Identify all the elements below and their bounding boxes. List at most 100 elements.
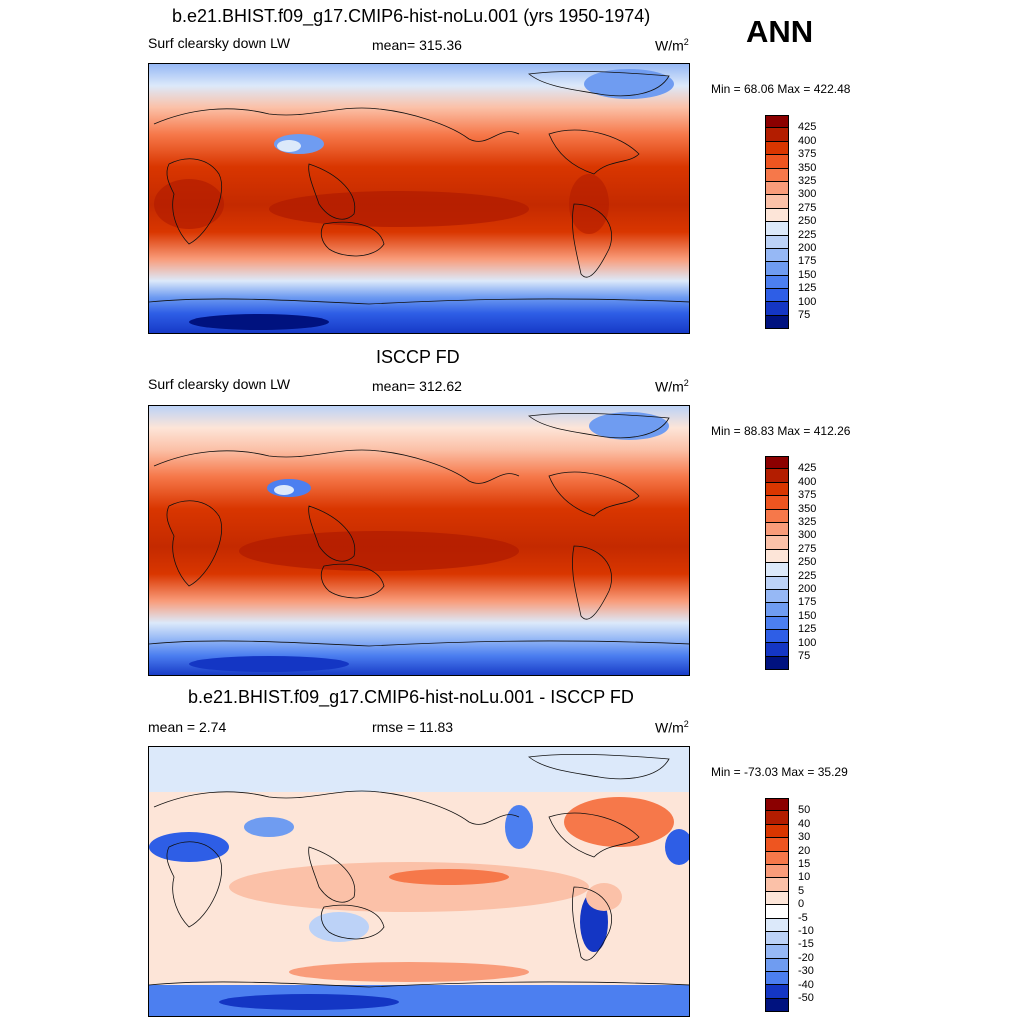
colorbar-tick-label: 375: [798, 148, 817, 161]
colorbar-segment: [765, 141, 789, 156]
panel1-variable-label: Surf clearsky down LW: [148, 35, 291, 51]
colorbar-tick-label: 200: [798, 242, 817, 254]
colorbar-segment: [765, 302, 789, 316]
colorbar-tick-label: 15: [798, 858, 811, 870]
colorbar-segment: [765, 262, 789, 276]
colorbar-segment: [765, 549, 789, 564]
colorbar-tick-label: 400: [798, 134, 817, 147]
colorbar-segment: [765, 905, 789, 919]
colorbar-tick-label: 175: [798, 596, 817, 609]
colorbar-segment: [765, 838, 789, 852]
colorbar-tick-label: 125: [798, 282, 817, 295]
panel3-map-field: [149, 747, 689, 1016]
colorbar-segment: [765, 998, 789, 1013]
panel3-mean-label: mean = 2.74: [148, 719, 227, 735]
panel3-minmax: Min = -73.03 Max = 35.29: [711, 765, 848, 779]
colorbar-segment: [765, 208, 789, 223]
colorbar-segment: [765, 181, 789, 196]
colorbar-tick-label: 275: [798, 201, 817, 214]
colorbar-segment: [765, 851, 789, 865]
colorbar-tick-label: 125: [798, 623, 817, 636]
colorbar-segment: [765, 248, 789, 263]
colorbar-tick-label: 150: [798, 609, 817, 622]
colorbar-segment: [765, 656, 789, 671]
colorbar-segment: [765, 456, 789, 470]
colorbar-segment: [765, 235, 789, 249]
season-label: ANN: [746, 14, 814, 49]
panel2-units: W/m2: [655, 378, 689, 395]
colorbar-tick-label: 425: [798, 121, 817, 134]
colorbar-tick-label: 250: [798, 215, 817, 228]
colorbar-segment: [765, 616, 789, 631]
colorbar-segment: [765, 469, 789, 483]
colorbar-tick-label: 5: [798, 884, 805, 897]
colorbar-tick-label: -20: [798, 951, 814, 964]
colorbar-segment: [765, 563, 789, 577]
colorbar-segment: [765, 576, 789, 590]
colorbar-segment: [765, 798, 789, 812]
colorbar-segment: [765, 931, 789, 946]
colorbar-segment: [765, 589, 789, 604]
colorbar-tick-label: -15: [798, 938, 814, 951]
colorbar-tick-label: 50: [798, 804, 811, 817]
colorbar-tick-label: -5: [798, 911, 808, 924]
colorbar-segment: [765, 496, 789, 510]
colorbar-tick-label: 350: [798, 502, 817, 515]
colorbar-segment: [765, 878, 789, 892]
panel1-map-field: [149, 64, 689, 333]
colorbar-tick-label: 300: [798, 529, 817, 542]
colorbar-tick-label: 175: [798, 255, 817, 268]
colorbar-segment: [765, 195, 789, 209]
panel1-mean-label: mean= 315.36: [372, 37, 462, 53]
colorbar-segment: [765, 958, 789, 973]
colorbar-segment: [765, 222, 789, 236]
colorbar-tick-label: 75: [798, 309, 811, 321]
panel2-colorbar: [765, 456, 789, 671]
colorbar-tick-label: -10: [798, 925, 814, 937]
colorbar-segment: [765, 168, 789, 182]
panel2-map: [148, 405, 690, 676]
colorbar-segment: [765, 918, 789, 932]
panel3-rmse-label: rmse = 11.83: [372, 719, 454, 735]
colorbar-segment: [765, 891, 789, 906]
panel3-units: W/m2: [655, 719, 689, 736]
colorbar-tick-label: 30: [798, 831, 811, 844]
colorbar-tick-label: 350: [798, 161, 817, 174]
colorbar-segment: [765, 115, 789, 129]
panel2-minmax: Min = 88.83 Max = 412.26: [711, 424, 851, 438]
colorbar-tick-label: -30: [798, 965, 814, 978]
colorbar-segment: [765, 824, 789, 839]
colorbar-tick-label: 225: [798, 228, 817, 241]
colorbar-tick-label: 150: [798, 268, 817, 281]
colorbar-segment: [765, 289, 789, 303]
colorbar-segment: [765, 536, 789, 550]
panel1-minmax: Min = 68.06 Max = 422.48: [711, 82, 851, 96]
colorbar-segment: [765, 985, 789, 999]
colorbar-tick-label: 275: [798, 542, 817, 555]
colorbar-segment: [765, 315, 789, 330]
colorbar-tick-label: 425: [798, 462, 817, 475]
colorbar-tick-label: -50: [798, 992, 814, 1004]
colorbar-tick-label: 10: [798, 871, 811, 884]
panel1-map: [148, 63, 690, 334]
colorbar-segment: [765, 945, 789, 959]
panel3-colorbar: [765, 798, 789, 1013]
colorbar-segment: [765, 275, 789, 290]
colorbar-tick-label: 325: [798, 516, 817, 528]
colorbar-segment: [765, 155, 789, 169]
colorbar-tick-label: 40: [798, 817, 811, 830]
panel2-title: ISCCP FD: [376, 347, 460, 367]
colorbar-tick-label: 20: [798, 844, 811, 857]
panel2-map-field: [149, 406, 689, 675]
colorbar-segment: [765, 482, 789, 497]
colorbar-segment: [765, 522, 789, 537]
colorbar-tick-label: 375: [798, 489, 817, 502]
colorbar-segment: [765, 509, 789, 523]
colorbar-segment: [765, 811, 789, 825]
colorbar-tick-label: 75: [798, 650, 811, 662]
colorbar-segment: [765, 630, 789, 644]
colorbar-segment: [765, 972, 789, 986]
colorbar-segment: [765, 128, 789, 142]
colorbar-tick-label: 225: [798, 569, 817, 582]
colorbar-segment: [765, 603, 789, 617]
